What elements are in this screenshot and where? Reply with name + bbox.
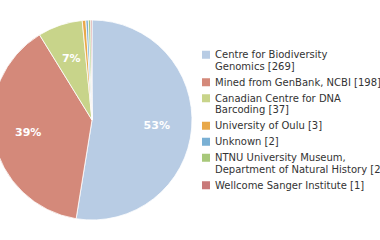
pie-slice — [76, 20, 192, 220]
legend-swatch — [202, 78, 210, 86]
legend-label: University of Oulu [3] — [215, 120, 322, 131]
pie-slice — [82, 20, 92, 120]
pie-slice — [0, 35, 92, 219]
legend-swatch — [202, 51, 210, 59]
legend-swatch — [202, 122, 210, 130]
pie-slice — [88, 20, 92, 120]
slice-label: 53% — [144, 119, 170, 132]
slices — [0, 20, 192, 220]
legend-label: Centre for BiodiversityGenomics [269] — [215, 49, 328, 72]
legend-label: Mined from GenBank, NCBI [198] — [215, 77, 380, 88]
legend-swatch — [202, 94, 210, 102]
legend-label: Unknown [2] — [215, 136, 279, 147]
legend-label: Wellcome Sanger Institute [1] — [215, 180, 364, 191]
pie-slice — [91, 20, 92, 120]
pie-chart: 53% 39% 7% Centre for BiodiversityGenomics … — [0, 0, 380, 240]
legend-label: NTNU University Museum,Department of Nat… — [215, 152, 380, 175]
pie-slice — [86, 20, 92, 120]
slice-labels: 53% 39% 7% — [15, 52, 170, 139]
slice-label: 39% — [15, 126, 41, 139]
legend-swatch — [202, 181, 210, 189]
legend-swatch — [202, 154, 210, 162]
legend-label: Canadian Centre for DNABarcoding [37] — [215, 93, 341, 116]
pie-slice — [40, 20, 92, 120]
slice-label: 7% — [62, 52, 81, 65]
legend-swatch — [202, 138, 210, 146]
legend: Centre for BiodiversityGenomics [269] Min… — [202, 49, 380, 191]
chart-container: 53% 39% 7% Centre for BiodiversityGenomics … — [0, 0, 380, 240]
